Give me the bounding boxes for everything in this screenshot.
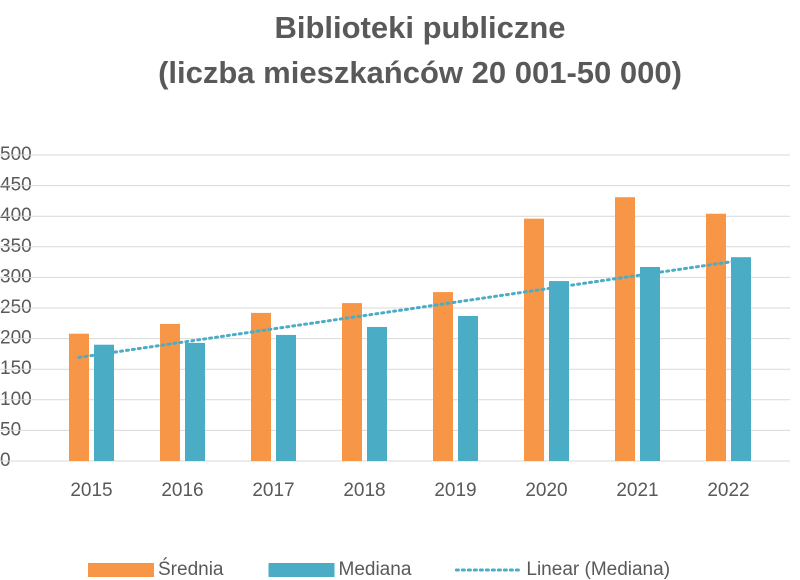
bar: [69, 333, 89, 461]
bar: [549, 281, 569, 461]
x-tick-label: 2017: [252, 480, 294, 501]
x-tick-label: 2016: [161, 480, 203, 501]
bar: [640, 266, 660, 461]
bar: [524, 218, 544, 461]
legend-swatch: [268, 563, 335, 577]
bar: [731, 257, 751, 461]
bar: [160, 323, 180, 461]
x-tick-label: 2022: [707, 480, 749, 501]
legend-label: Średnia: [158, 558, 224, 580]
x-tick-label: 2021: [616, 480, 658, 501]
x-tick-label: 2018: [343, 480, 385, 501]
bar: [615, 197, 635, 461]
legend-swatch: [88, 563, 154, 577]
bar: [367, 326, 387, 461]
bar: [433, 292, 453, 461]
x-tick-label: 2019: [434, 480, 476, 501]
legend-label: Mediana: [339, 559, 412, 580]
bar: [706, 213, 726, 461]
bar: [185, 342, 205, 461]
bar: [276, 334, 296, 461]
bar: [251, 312, 271, 461]
x-tick-label: 2020: [525, 480, 567, 501]
bar: [458, 315, 478, 461]
bar: [342, 303, 362, 461]
chart-title: Biblioteki publiczne: [274, 10, 565, 45]
legend-label: Linear (Mediana): [526, 559, 670, 580]
x-tick-label: 2015: [70, 480, 112, 501]
bar: [94, 344, 114, 461]
trendline: [77, 258, 743, 359]
chart-title: (liczba mieszkańców 20 001-50 000): [158, 55, 682, 90]
